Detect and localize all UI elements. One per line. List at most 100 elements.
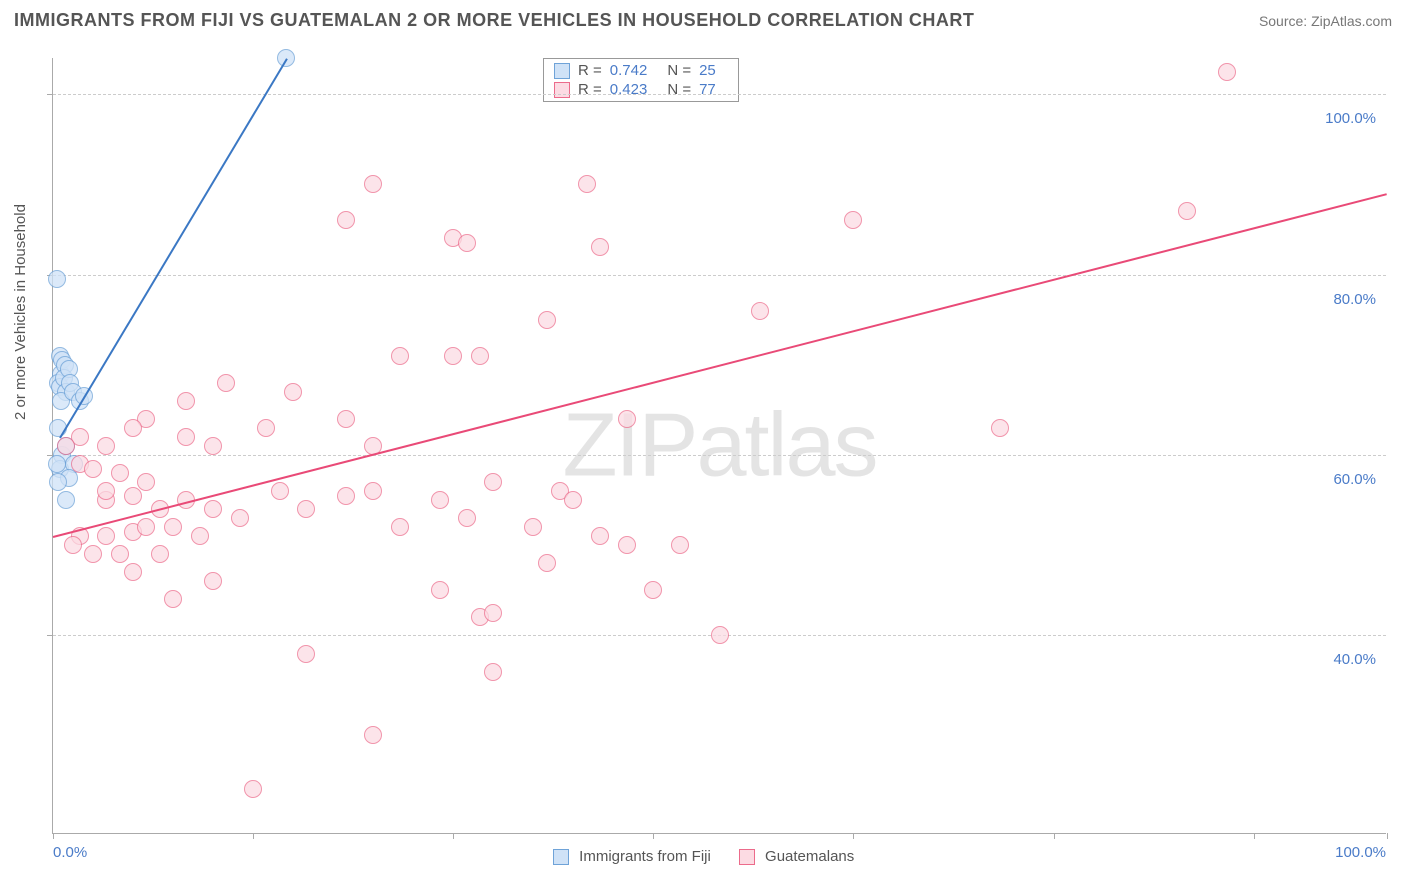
data-point	[618, 536, 636, 554]
legend-label: Immigrants from Fiji	[579, 848, 711, 865]
data-point	[97, 437, 115, 455]
data-point	[124, 563, 142, 581]
trend-line	[59, 58, 287, 438]
x-tick	[253, 833, 254, 839]
x-tick-label: 0.0%	[53, 844, 87, 861]
data-point	[484, 604, 502, 622]
correlation-legend: R = 0.742 N = 25 R = 0.423 N = 77	[543, 58, 739, 102]
data-point	[844, 211, 862, 229]
data-point	[991, 419, 1009, 437]
data-point	[191, 527, 209, 545]
gridline	[53, 275, 1386, 276]
data-point	[337, 211, 355, 229]
legend-swatch-icon	[553, 849, 569, 865]
data-point	[297, 500, 315, 518]
data-point	[1178, 202, 1196, 220]
data-point	[431, 491, 449, 509]
data-point	[84, 545, 102, 563]
data-point	[751, 302, 769, 320]
y-tick-label: 40.0%	[1333, 651, 1376, 668]
legend-row-fiji: R = 0.742 N = 25	[554, 61, 728, 80]
x-tick	[653, 833, 654, 839]
data-point	[137, 518, 155, 536]
r-value-fiji: 0.742	[610, 62, 648, 79]
y-tick-label: 60.0%	[1333, 471, 1376, 488]
r-value-guatemalan: 0.423	[610, 81, 648, 98]
legend-swatch-fiji	[554, 63, 570, 79]
chart-header: IMMIGRANTS FROM FIJI VS GUATEMALAN 2 OR …	[14, 10, 1392, 31]
data-point	[97, 527, 115, 545]
data-point	[391, 518, 409, 536]
data-point	[244, 780, 262, 798]
data-point	[137, 473, 155, 491]
data-point	[57, 437, 75, 455]
y-tick	[47, 94, 53, 95]
gridline	[53, 455, 1386, 456]
x-tick	[453, 833, 454, 839]
gridline	[53, 94, 1386, 95]
data-point	[48, 455, 66, 473]
data-point	[524, 518, 542, 536]
watermark: ZIPatlas	[562, 394, 876, 497]
trend-line	[53, 193, 1387, 538]
data-point	[671, 536, 689, 554]
data-point	[48, 270, 66, 288]
data-point	[538, 311, 556, 329]
n-value-guatemalan: 77	[699, 81, 716, 98]
y-tick-label: 100.0%	[1325, 110, 1376, 127]
n-value-fiji: 25	[699, 62, 716, 79]
data-point	[204, 437, 222, 455]
legend-swatch-guatemalan	[554, 82, 570, 98]
data-point	[217, 374, 235, 392]
data-point	[177, 392, 195, 410]
data-point	[164, 518, 182, 536]
legend-swatch-icon	[739, 849, 755, 865]
data-point	[151, 545, 169, 563]
data-point	[204, 572, 222, 590]
data-point	[111, 464, 129, 482]
data-point	[84, 460, 102, 478]
x-tick	[1254, 833, 1255, 839]
data-point	[49, 473, 67, 491]
data-point	[458, 509, 476, 527]
data-point	[124, 487, 142, 505]
data-point	[484, 663, 502, 681]
legend-item-guatemalan: Guatemalans	[739, 848, 854, 865]
data-point	[484, 473, 502, 491]
data-point	[284, 383, 302, 401]
data-point	[431, 581, 449, 599]
legend-item-fiji: Immigrants from Fiji	[553, 848, 711, 865]
data-point	[364, 482, 382, 500]
y-tick	[47, 635, 53, 636]
data-point	[458, 234, 476, 252]
data-point	[391, 347, 409, 365]
x-tick	[1054, 833, 1055, 839]
x-tick	[1387, 833, 1388, 839]
data-point	[124, 419, 142, 437]
data-point	[337, 487, 355, 505]
data-point	[1218, 63, 1236, 81]
scatter-chart: ZIPatlas R = 0.742 N = 25 R = 0.423 N = …	[52, 58, 1386, 834]
data-point	[204, 500, 222, 518]
x-tick-label: 100.0%	[1335, 844, 1386, 861]
y-tick-label: 80.0%	[1333, 291, 1376, 308]
legend-label: Guatemalans	[765, 848, 854, 865]
y-axis-title: 2 or more Vehicles in Household	[12, 204, 29, 420]
data-point	[177, 428, 195, 446]
series-legend: Immigrants from Fiji Guatemalans	[553, 848, 854, 865]
data-point	[271, 482, 289, 500]
data-point	[538, 554, 556, 572]
data-point	[471, 347, 489, 365]
data-point	[591, 238, 609, 256]
data-point	[444, 347, 462, 365]
data-point	[297, 645, 315, 663]
data-point	[257, 419, 275, 437]
x-tick	[53, 833, 54, 839]
data-point	[164, 590, 182, 608]
data-point	[231, 509, 249, 527]
x-tick	[853, 833, 854, 839]
data-point	[564, 491, 582, 509]
data-point	[64, 536, 82, 554]
data-point	[644, 581, 662, 599]
data-point	[711, 626, 729, 644]
